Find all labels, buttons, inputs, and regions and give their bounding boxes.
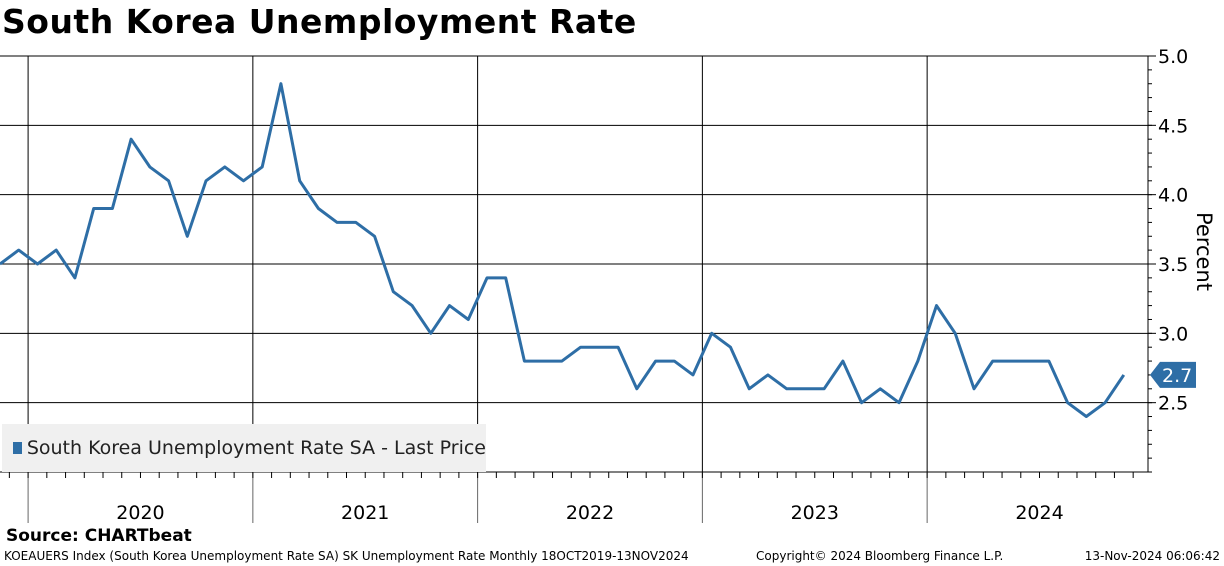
y-tick-label: 2.5 <box>1158 393 1188 415</box>
last-value-label: 2.7 <box>1162 365 1192 387</box>
footer-timestamp: 13-Nov-2024 06:06:42 <box>1084 549 1220 563</box>
y-axis: 5.0 4.5 4.0 3.5 3.0 2.5 <box>1147 46 1188 473</box>
y-tick-label: 4.0 <box>1158 185 1188 207</box>
footer-ticker-info: KOEAUERS Index (South Korea Unemployment… <box>4 549 689 563</box>
last-value-tag-shape <box>1150 361 1196 388</box>
chart-title: South Korea Unemployment Rate <box>2 2 637 41</box>
legend: South Korea Unemployment Rate SA - Last … <box>2 424 486 472</box>
y-tick-label: 5.0 <box>1158 46 1188 68</box>
year-label: 2024 <box>1015 502 1063 524</box>
year-label: 2020 <box>116 502 164 524</box>
y-tick-label: 4.5 <box>1158 115 1188 137</box>
year-label: 2023 <box>791 502 839 524</box>
x-axis: 2020 2021 2022 2023 2024 <box>0 471 1148 524</box>
y-tick-label: 3.5 <box>1158 254 1188 276</box>
year-label: 2022 <box>566 502 614 524</box>
footer-copyright: Copyright© 2024 Bloomberg Finance L.P. <box>756 549 1004 563</box>
grid-lines <box>0 55 1148 472</box>
y-tick-label: 3.0 <box>1158 323 1188 345</box>
last-value-tag: 2.7 <box>1150 361 1196 388</box>
legend-swatch <box>13 442 22 454</box>
year-label: 2021 <box>341 502 389 524</box>
series-line <box>0 82 1126 418</box>
source-text: Source: CHARTbeat <box>6 526 192 546</box>
legend-label: South Korea Unemployment Rate SA - Last … <box>26 437 486 459</box>
y-axis-label: Percent <box>1192 212 1216 292</box>
